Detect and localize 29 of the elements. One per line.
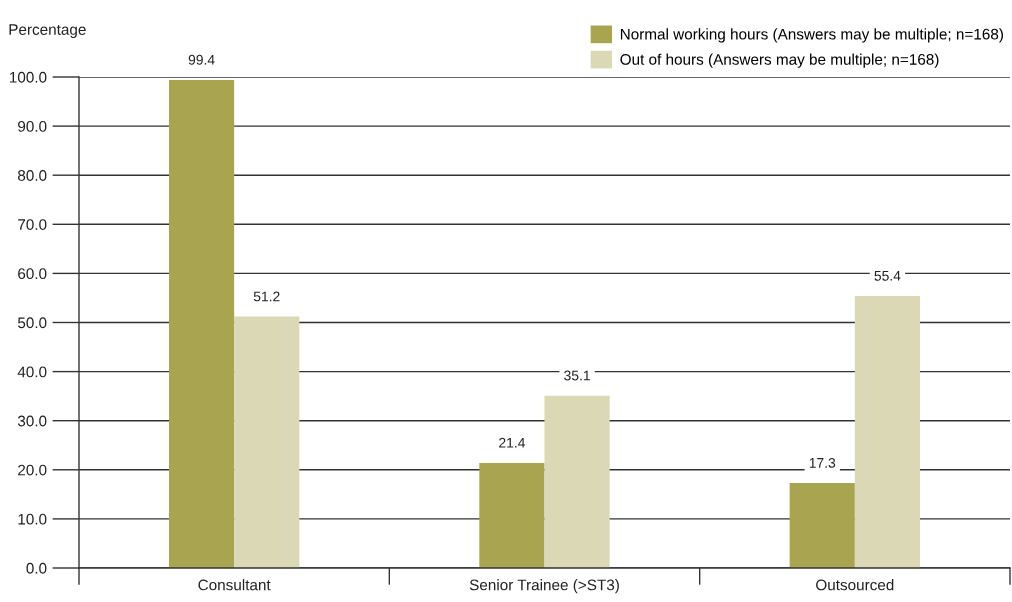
bar — [789, 483, 855, 568]
bar — [169, 79, 235, 568]
bar — [854, 295, 920, 568]
x-tick-label: Consultant — [198, 579, 271, 591]
y-axis-title: Percentage — [9, 24, 86, 38]
legend-label: Normal working hours (Answers may be multiple; n=168) — [620, 28, 1003, 43]
data-label: 99.4 — [188, 54, 215, 65]
y-tick-label: 70.0 — [18, 219, 47, 230]
bar — [479, 462, 545, 568]
y-tick-label: 10.0 — [18, 513, 47, 525]
y-tick-label: 90.0 — [18, 120, 47, 132]
y-tick-label: 50.0 — [17, 317, 47, 329]
bar — [544, 395, 610, 568]
y-tick-label: 40.0 — [17, 366, 47, 378]
x-tick-label: Outsourced — [816, 579, 894, 591]
data-label: 55.4 — [874, 271, 901, 281]
y-tick-label: 20.0 — [18, 464, 47, 476]
data-label: 21.4 — [499, 437, 526, 448]
x-tick-label: Senior Trainee (>ST3) — [469, 579, 619, 594]
legend-label: Out of hours (Answers may be multiple; n=168) — [620, 53, 939, 68]
y-tick-label: 100.0 — [9, 71, 47, 83]
y-tick-label: 30.0 — [17, 415, 47, 427]
data-label: 17.3 — [809, 457, 836, 468]
y-tick-label: 80.0 — [17, 170, 47, 181]
bar — [234, 316, 300, 568]
y-tick-label: 0.0 — [26, 562, 47, 574]
data-label: 35.1 — [564, 370, 590, 381]
y-tick-label: 60.0 — [18, 268, 47, 280]
data-label: 51.2 — [253, 291, 280, 302]
